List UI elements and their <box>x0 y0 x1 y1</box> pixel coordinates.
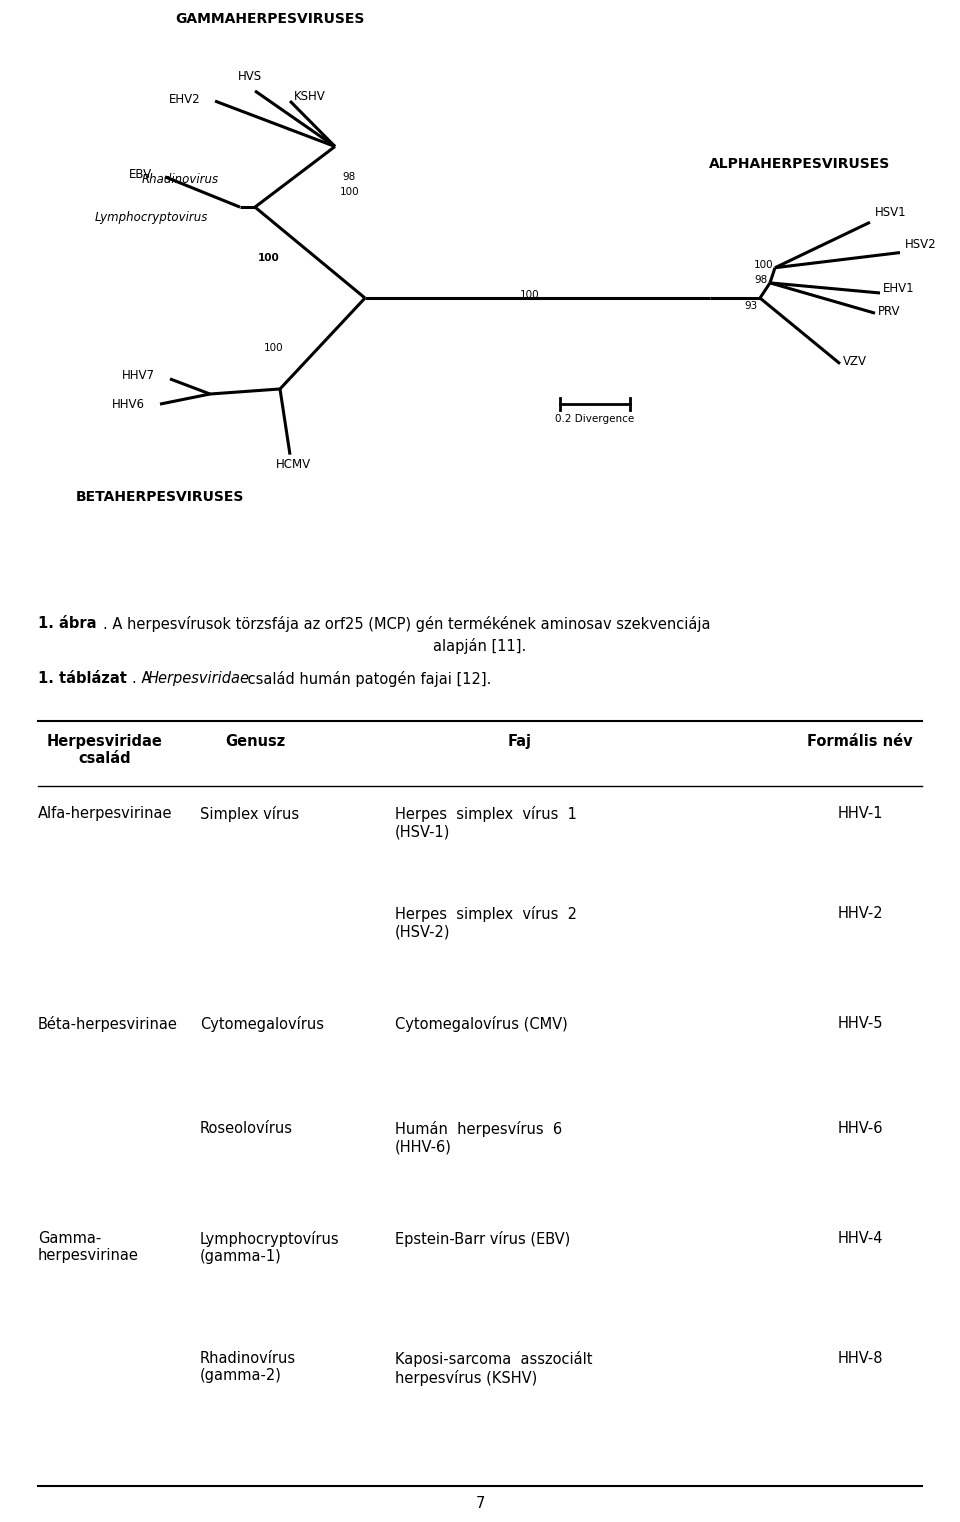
Text: EBV: EBV <box>129 169 152 181</box>
Text: 93: 93 <box>745 301 758 310</box>
Text: HCMV: HCMV <box>276 458 311 470</box>
Text: Béta-herpesvirinae: Béta-herpesvirinae <box>38 1017 178 1032</box>
Text: Rhadinovirus: Rhadinovirus <box>142 174 219 186</box>
Text: Gamma-
herpesvirinae: Gamma- herpesvirinae <box>38 1231 139 1263</box>
Text: HHV-2: HHV-2 <box>837 906 883 921</box>
Text: Kaposi-sarcoma  asszociált
herpesvírus (KSHV): Kaposi-sarcoma asszociált herpesvírus (K… <box>395 1352 592 1385</box>
Text: Epstein-Barr vírus (EBV): Epstein-Barr vírus (EBV) <box>395 1231 570 1247</box>
Text: Genusz: Genusz <box>225 734 285 749</box>
Text: HSV2: HSV2 <box>905 237 937 251</box>
Text: 100: 100 <box>263 344 283 353</box>
Text: HSV1: HSV1 <box>875 205 906 219</box>
Text: Simplex vírus: Simplex vírus <box>200 807 300 822</box>
Text: Herpesviridae: Herpesviridae <box>148 671 250 686</box>
Text: BETAHERPESVIRUSES: BETAHERPESVIRUSES <box>76 490 244 504</box>
Text: HHV-4: HHV-4 <box>837 1231 883 1247</box>
Text: Herpes  simplex  vírus  1
(HSV-1): Herpes simplex vírus 1 (HSV-1) <box>395 807 577 839</box>
Text: HHV-5: HHV-5 <box>837 1017 883 1030</box>
Text: 100: 100 <box>754 260 773 269</box>
Text: HHV6: HHV6 <box>112 397 145 411</box>
Text: Lymphocryptovirus: Lymphocryptovirus <box>95 210 208 224</box>
Text: Cytomegalovírus (CMV): Cytomegalovírus (CMV) <box>395 1017 567 1032</box>
Text: GAMMAHERPESVIRUSES: GAMMAHERPESVIRUSES <box>176 12 365 26</box>
Text: Cytomegalovírus: Cytomegalovírus <box>200 1017 324 1032</box>
Text: EHV2: EHV2 <box>168 93 200 105</box>
Text: . A herpesvírusok törzsfája az orf25 (MCP) gén termékének aminosav szekvenciája: . A herpesvírusok törzsfája az orf25 (MC… <box>103 616 710 632</box>
Text: EHV1: EHV1 <box>883 283 915 295</box>
Text: KSHV: KSHV <box>294 90 325 103</box>
Text: VZV: VZV <box>843 355 867 368</box>
Text: HHV7: HHV7 <box>122 370 155 382</box>
Text: 100: 100 <box>340 187 360 196</box>
Text: HHV-8: HHV-8 <box>837 1352 883 1365</box>
Text: 98: 98 <box>342 172 355 181</box>
Text: 100: 100 <box>520 291 540 300</box>
Text: HHV-6: HHV-6 <box>837 1122 883 1135</box>
Text: Alfa-herpesvirinae: Alfa-herpesvirinae <box>38 807 173 820</box>
Text: HHV-1: HHV-1 <box>837 807 883 820</box>
Text: Roseolovírus: Roseolovírus <box>200 1122 293 1135</box>
Text: 7: 7 <box>475 1496 485 1511</box>
Text: Herpes  simplex  vírus  2
(HSV-2): Herpes simplex vírus 2 (HSV-2) <box>395 906 577 939</box>
Text: ALPHAHERPESVIRUSES: ALPHAHERPESVIRUSES <box>709 157 891 170</box>
Text: Faj: Faj <box>508 734 532 749</box>
Text: Formális név: Formális név <box>807 734 913 749</box>
Text: alapján [11].: alapján [11]. <box>433 638 527 654</box>
Text: 0.2 Divergence: 0.2 Divergence <box>556 414 635 425</box>
Text: Lymphocryptovírus
(gamma-1): Lymphocryptovírus (gamma-1) <box>200 1231 340 1265</box>
Text: Humán  herpesvírus  6
(HHV-6): Humán herpesvírus 6 (HHV-6) <box>395 1122 563 1154</box>
Text: 1. ábra: 1. ábra <box>38 616 97 632</box>
Text: PRV: PRV <box>878 304 900 318</box>
Text: család humán patogén fajai [12].: család humán patogén fajai [12]. <box>243 671 492 686</box>
Text: 100: 100 <box>258 253 279 263</box>
Text: Rhadinovírus
(gamma-2): Rhadinovírus (gamma-2) <box>200 1352 296 1383</box>
Text: HVS: HVS <box>238 70 262 82</box>
Text: . A: . A <box>132 671 156 686</box>
Text: 1. táblázat: 1. táblázat <box>38 671 127 686</box>
Text: Herpesviridae
család: Herpesviridae család <box>47 734 163 767</box>
Text: 98: 98 <box>755 275 768 285</box>
